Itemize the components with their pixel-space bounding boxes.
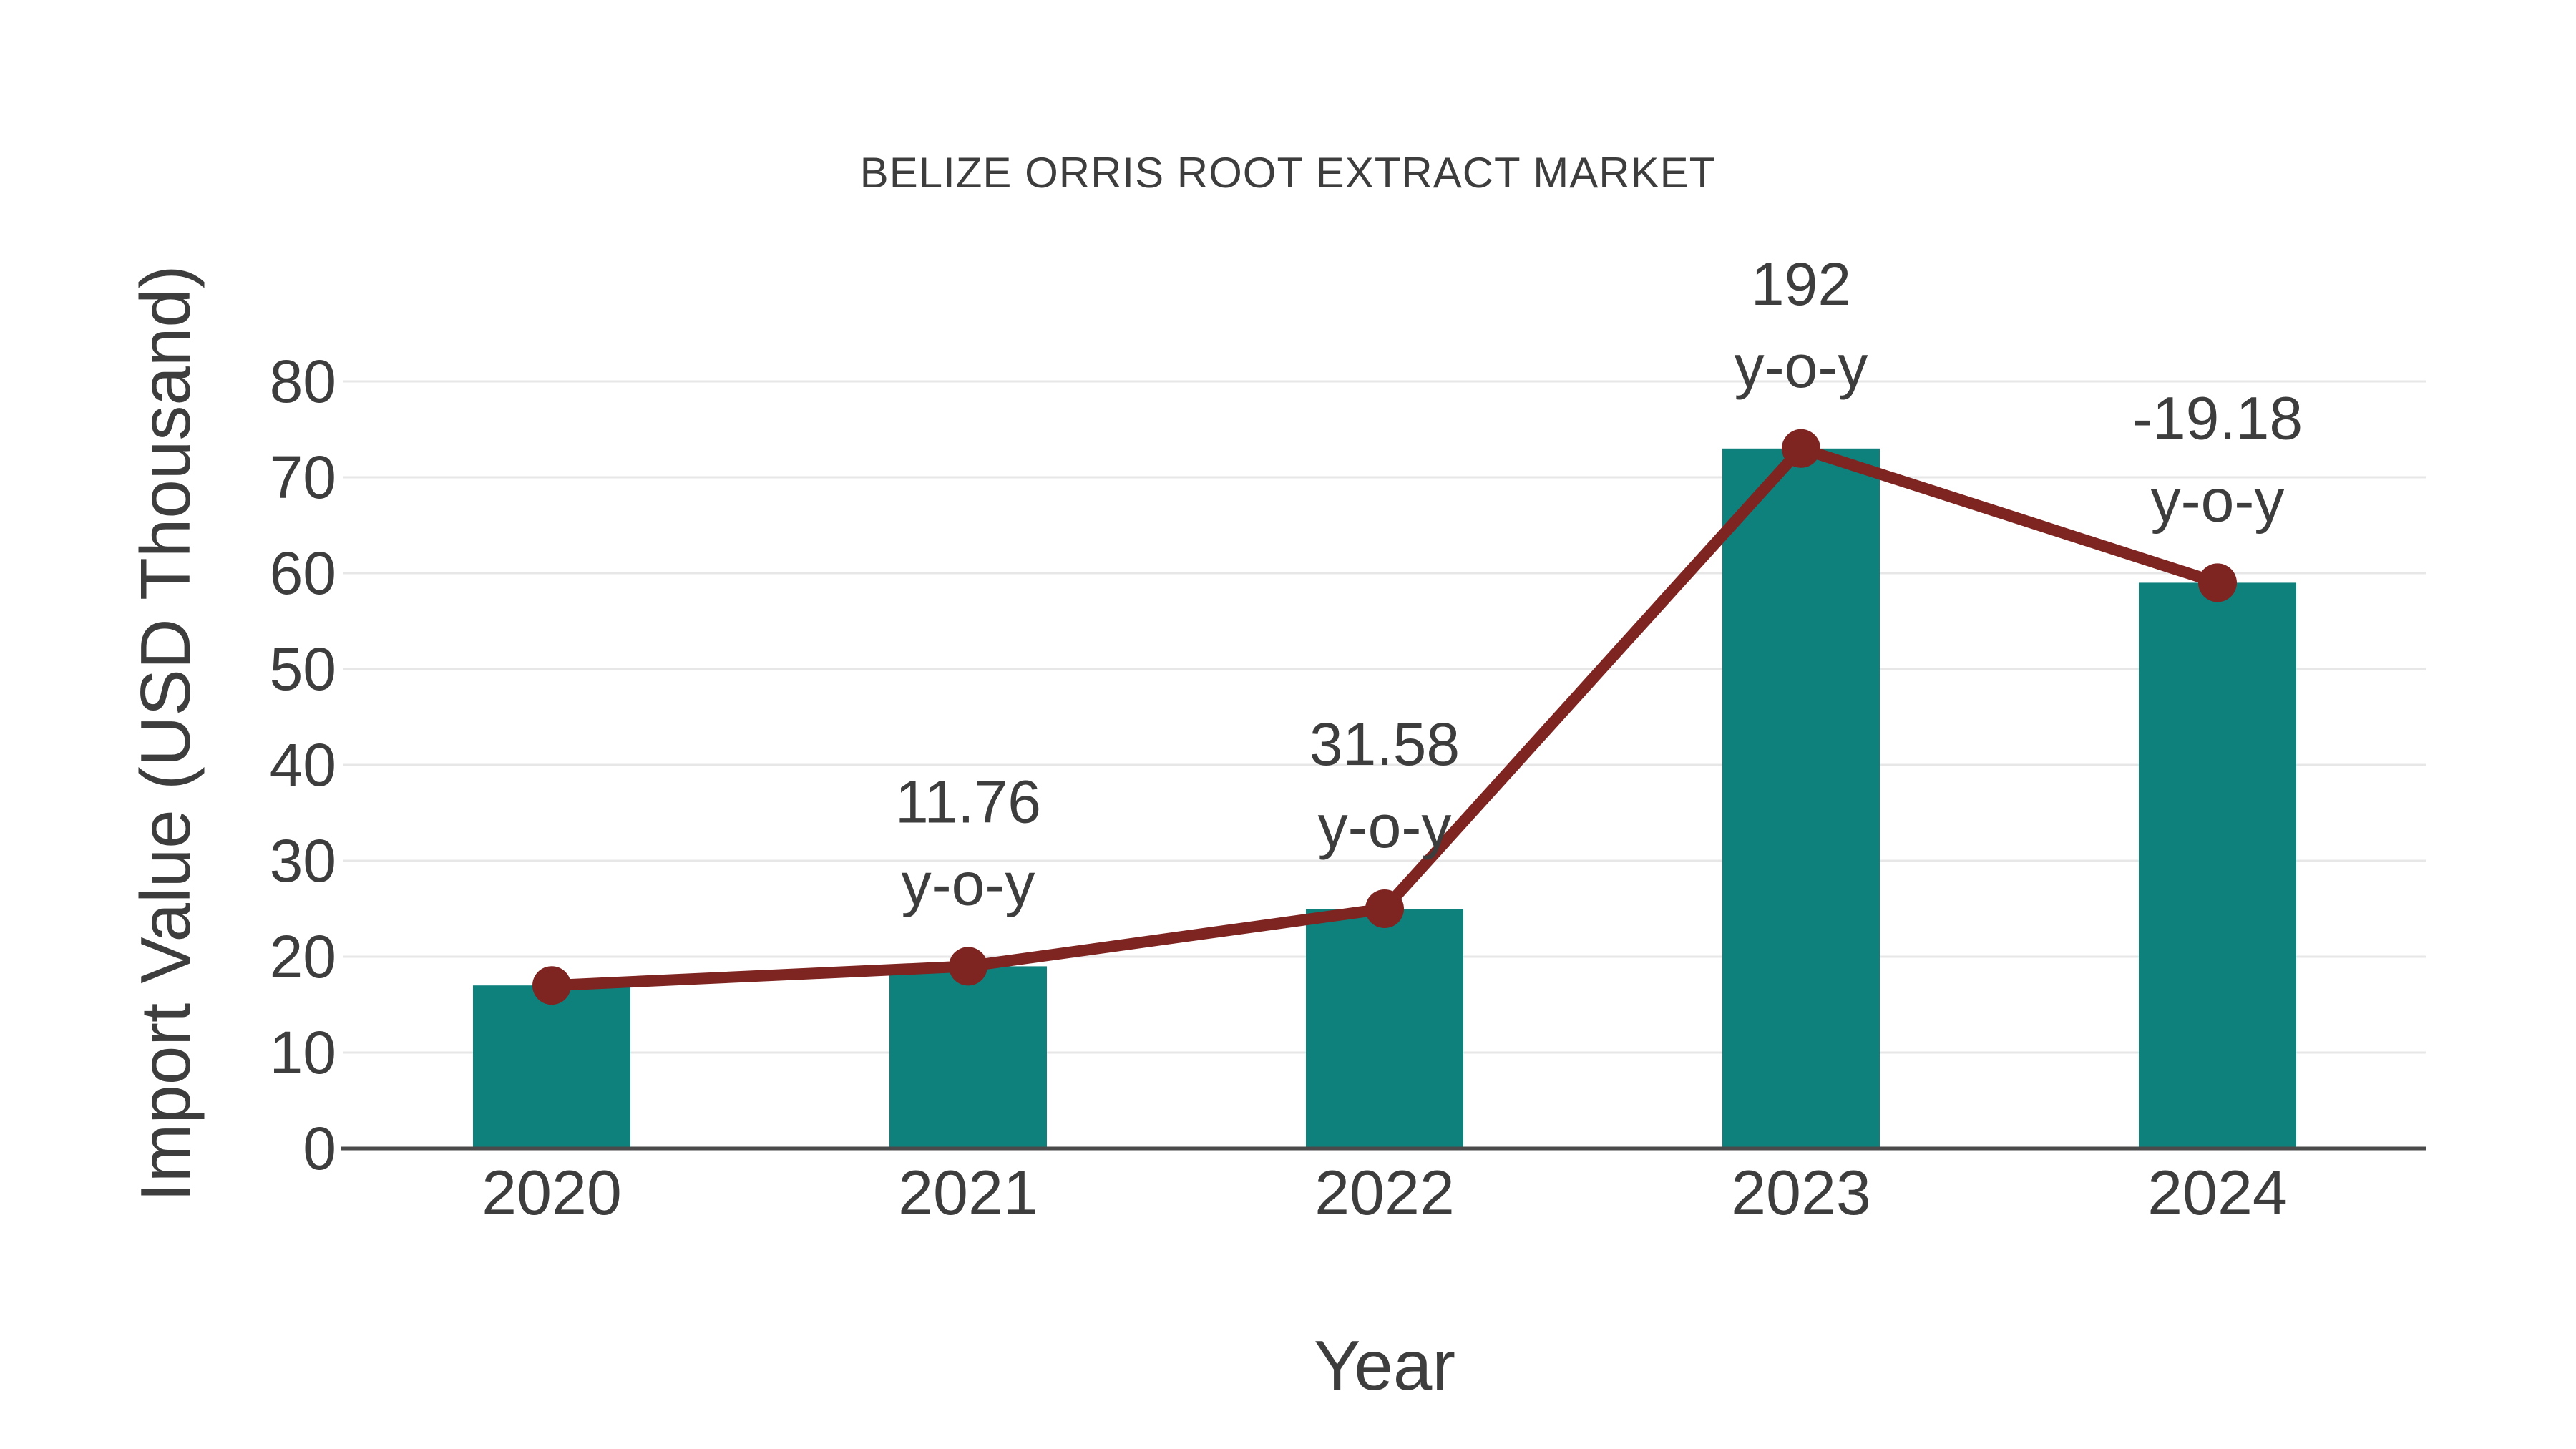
y-tick-label: 10 [270, 1019, 336, 1086]
x-tick-label: 2023 [1731, 1157, 1871, 1228]
line-marker [1782, 429, 1820, 468]
bar [889, 966, 1047, 1148]
line-marker [2198, 563, 2237, 602]
x-tick-labels-group: 2020 2021 2022 2023 2024 [482, 1157, 2288, 1228]
yoy-suffix-label: y-o-y [2151, 467, 2285, 534]
line-markers-group [532, 429, 2237, 1005]
bar [1722, 448, 1880, 1148]
bar [2139, 582, 2296, 1148]
line-marker [532, 966, 571, 1005]
gridlines-group [343, 380, 2426, 1054]
line-marker [1365, 889, 1404, 928]
x-axis-title: Year [1314, 1326, 1455, 1405]
y-tick-label: 60 [270, 540, 336, 607]
y-axis-title: Import Value (USD Thousand) [126, 265, 205, 1201]
line-marker [949, 947, 987, 986]
yoy-value-label: 11.76 [895, 768, 1041, 835]
chart-title: BELIZE ORRIS ROOT EXTRACT MARKET [860, 149, 1717, 197]
y-tick-label: 70 [270, 444, 336, 511]
yoy-value-label: 192 [1751, 250, 1851, 318]
x-tick-label: 2020 [482, 1157, 622, 1228]
yoy-suffix-label: y-o-y [1735, 333, 1868, 400]
annotations-group: 11.76 y-o-y 31.58 y-o-y 192 y-o-y -19.18 y-o-y [895, 250, 2303, 918]
x-tick-label: 2021 [898, 1157, 1038, 1228]
x-tick-label: 2022 [1314, 1157, 1455, 1228]
y-tick-labels-group: 0 10 20 30 40 50 60 70 80 [270, 348, 336, 1182]
y-tick-label: 40 [270, 731, 336, 799]
yoy-suffix-label: y-o-y [1318, 793, 1452, 860]
bar [1306, 909, 1463, 1148]
x-tick-label: 2024 [2147, 1157, 2288, 1228]
y-tick-label: 30 [270, 827, 336, 894]
yoy-suffix-label: y-o-y [902, 850, 1035, 917]
y-tick-label: 20 [270, 923, 336, 990]
y-tick-label: 80 [270, 348, 336, 415]
bar [473, 985, 630, 1148]
y-tick-label: 50 [270, 635, 336, 703]
yoy-value-label: 31.58 [1309, 711, 1460, 778]
bar-series-group [473, 448, 2296, 1148]
yoy-value-label: -19.18 [2132, 384, 2303, 452]
y-tick-label: 0 [303, 1115, 336, 1182]
